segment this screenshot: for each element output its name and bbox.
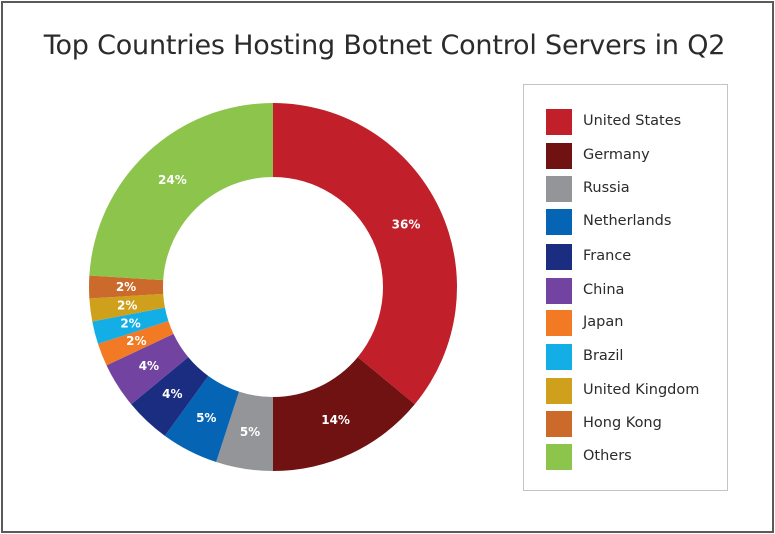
legend-swatch [546,378,572,404]
slice-others [89,103,273,281]
legend-swatch [546,411,572,437]
legend-swatch [546,143,572,169]
slice-china [106,333,189,405]
slice-label-brazil: 2% [120,317,140,331]
slice-label-hong-kong: 2% [116,280,136,294]
slice-label-united-kingdom: 2% [117,298,137,312]
slice-hong-kong [89,275,164,299]
legend-item-china: China [546,278,726,304]
slice-label-france: 4% [162,387,182,401]
slice-label-china: 4% [139,359,159,373]
legend-label: China [583,282,625,298]
legend-item-brazil: Brazil [546,344,726,370]
legend-item-france: France [546,244,726,270]
legend-label: Netherlands [583,213,672,229]
slice-brazil [92,307,169,344]
slice-label-others: 24% [158,173,187,187]
slice-united-kingdom [89,293,165,322]
legend-swatch [546,244,572,270]
legend-swatch [546,109,572,135]
slice-germany [273,357,415,471]
legend: United States Germany Russia Netherlands Fra… [523,84,728,491]
legend-item-others: Others [546,444,726,470]
slice-japan [98,320,174,366]
legend-swatch [546,310,572,336]
slice-label-russia: 5% [240,425,260,439]
legend-label: United Kingdom [583,382,700,398]
legend-swatch [546,344,572,370]
legend-item-netherlands: Netherlands [546,209,726,235]
legend-item-united-states: United States [546,109,726,135]
chart-title: Top Countries Hosting Botnet Control Ser… [43,30,726,61]
slice-netherlands [164,375,240,462]
legend-label: France [583,248,632,264]
legend-swatch [546,209,572,235]
legend-item-germany: Germany [546,143,726,169]
slice-label-netherlands: 5% [196,411,216,425]
legend-label: United States [583,113,682,129]
legend-item-united-kingdom: United Kingdom [546,378,726,404]
legend-label: Germany [583,147,650,163]
slice-label-japan: 2% [126,334,146,348]
slice-france [131,357,209,436]
legend-swatch [546,444,572,470]
legend-item-japan: Japan [546,310,726,336]
legend-label: Russia [583,180,630,196]
legend-label: Japan [583,314,624,330]
slice-russia [216,391,273,471]
slice-label-germany: 14% [321,413,350,427]
legend-item-russia: Russia [546,176,726,202]
legend-swatch [546,176,572,202]
slice-label-united-states: 36% [392,217,421,231]
legend-label: Others [583,448,632,464]
legend-label: Brazil [583,348,624,364]
legend-swatch [546,278,572,304]
slice-united-states [273,103,458,405]
legend-label: Hong Kong [583,415,662,431]
legend-item-hong-kong: Hong Kong [546,411,726,437]
